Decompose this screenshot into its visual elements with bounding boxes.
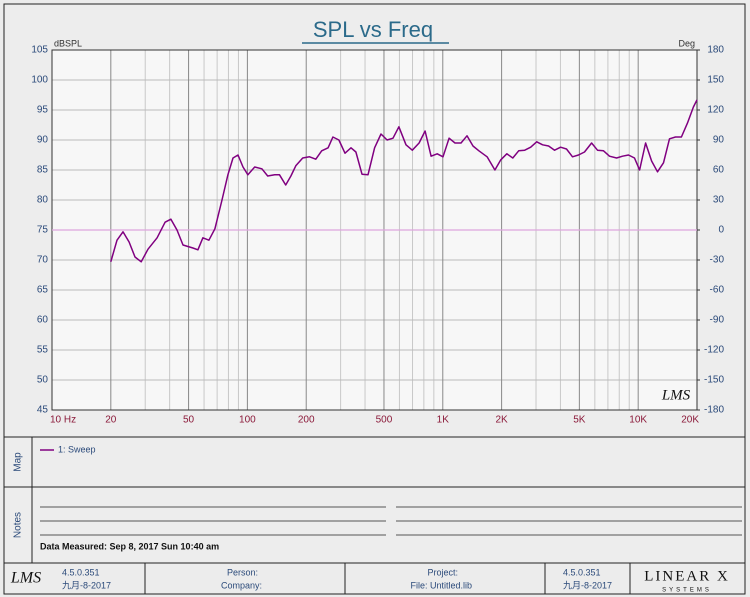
footer-dividers bbox=[144, 563, 631, 594]
notes-panel bbox=[3, 486, 746, 564]
x-tick-label: 20K bbox=[681, 415, 699, 426]
notes-label: Notes bbox=[13, 512, 24, 538]
brand: LINEAR X bbox=[644, 568, 730, 584]
legend-label: 1: Sweep bbox=[58, 444, 96, 454]
y-tick-label: 95 bbox=[37, 105, 49, 116]
map-label: Map bbox=[13, 452, 24, 472]
footer-logo: LMS bbox=[10, 570, 41, 587]
date: 九月-8-2017 bbox=[563, 580, 612, 590]
x-tick-label: 500 bbox=[376, 415, 393, 426]
y-tick-label: 60 bbox=[37, 315, 49, 326]
y2-tick-label: 150 bbox=[707, 75, 724, 86]
y-tick-label: 70 bbox=[37, 255, 49, 266]
x-tick-label: 1K bbox=[437, 415, 450, 426]
notes-text: Data Measured: Sep 8, 2017 Sun 10:40 am bbox=[40, 541, 219, 551]
y-tick-label: 80 bbox=[37, 195, 49, 206]
person: Person: bbox=[227, 567, 258, 577]
x-tick-label: 50 bbox=[183, 415, 195, 426]
y-tick-label: 85 bbox=[37, 165, 49, 176]
project: Project: bbox=[427, 567, 458, 577]
y2-tick-label: -30 bbox=[710, 255, 725, 266]
x-tick-label: 5K bbox=[573, 415, 586, 426]
x-tick-label: 200 bbox=[298, 415, 315, 426]
y-tick-label: 50 bbox=[37, 375, 49, 386]
y-tick-label: 45 bbox=[37, 405, 49, 416]
y2-tick-label: -120 bbox=[704, 345, 724, 356]
note-lines bbox=[40, 506, 742, 536]
map-panel bbox=[3, 436, 746, 488]
version: 4.5.0.351 bbox=[563, 567, 601, 577]
y-tick-label: 55 bbox=[37, 345, 49, 356]
y-tick-label: 105 bbox=[31, 45, 48, 56]
y-tick-label: 90 bbox=[37, 135, 49, 146]
plot-logo: LMS bbox=[661, 387, 691, 403]
x-tick-label: 10 Hz bbox=[50, 415, 76, 426]
series-line bbox=[110, 99, 698, 263]
y2-tick-label: -150 bbox=[704, 375, 724, 386]
y-tick-label: 65 bbox=[37, 285, 49, 296]
y2-tick-label: -60 bbox=[710, 285, 725, 296]
x-tick-label: 10K bbox=[629, 415, 647, 426]
y2-axis-label: Deg bbox=[678, 38, 695, 48]
x-tick-label: 20 bbox=[105, 415, 117, 426]
y2-tick-label: 180 bbox=[707, 45, 724, 56]
y2-tick-label: 30 bbox=[713, 195, 725, 206]
y2-tick-label: 0 bbox=[718, 225, 724, 236]
x-tick-label: 2K bbox=[495, 415, 508, 426]
y-tick-label: 100 bbox=[31, 75, 48, 86]
y-tick-label: 75 bbox=[37, 225, 49, 236]
version: 4.5.0.351 bbox=[62, 567, 100, 577]
y-axis-label: dBSPL bbox=[54, 38, 82, 48]
brand-sub: SYSTEMS bbox=[662, 588, 712, 594]
company: Company: bbox=[221, 580, 262, 590]
chart-title: SPL vs Freq bbox=[313, 17, 433, 42]
x-tick-label: 100 bbox=[239, 415, 256, 426]
y2-tick-label: 90 bbox=[713, 135, 725, 146]
file: File: Untitled.lib bbox=[410, 580, 472, 590]
y2-tick-label: 60 bbox=[713, 165, 725, 176]
y2-tick-label: -180 bbox=[704, 405, 724, 416]
y2-tick-label: 120 bbox=[707, 105, 724, 116]
footer bbox=[3, 562, 746, 595]
date: 九月-8-2017 bbox=[62, 580, 111, 590]
y2-tick-label: -90 bbox=[710, 315, 725, 326]
